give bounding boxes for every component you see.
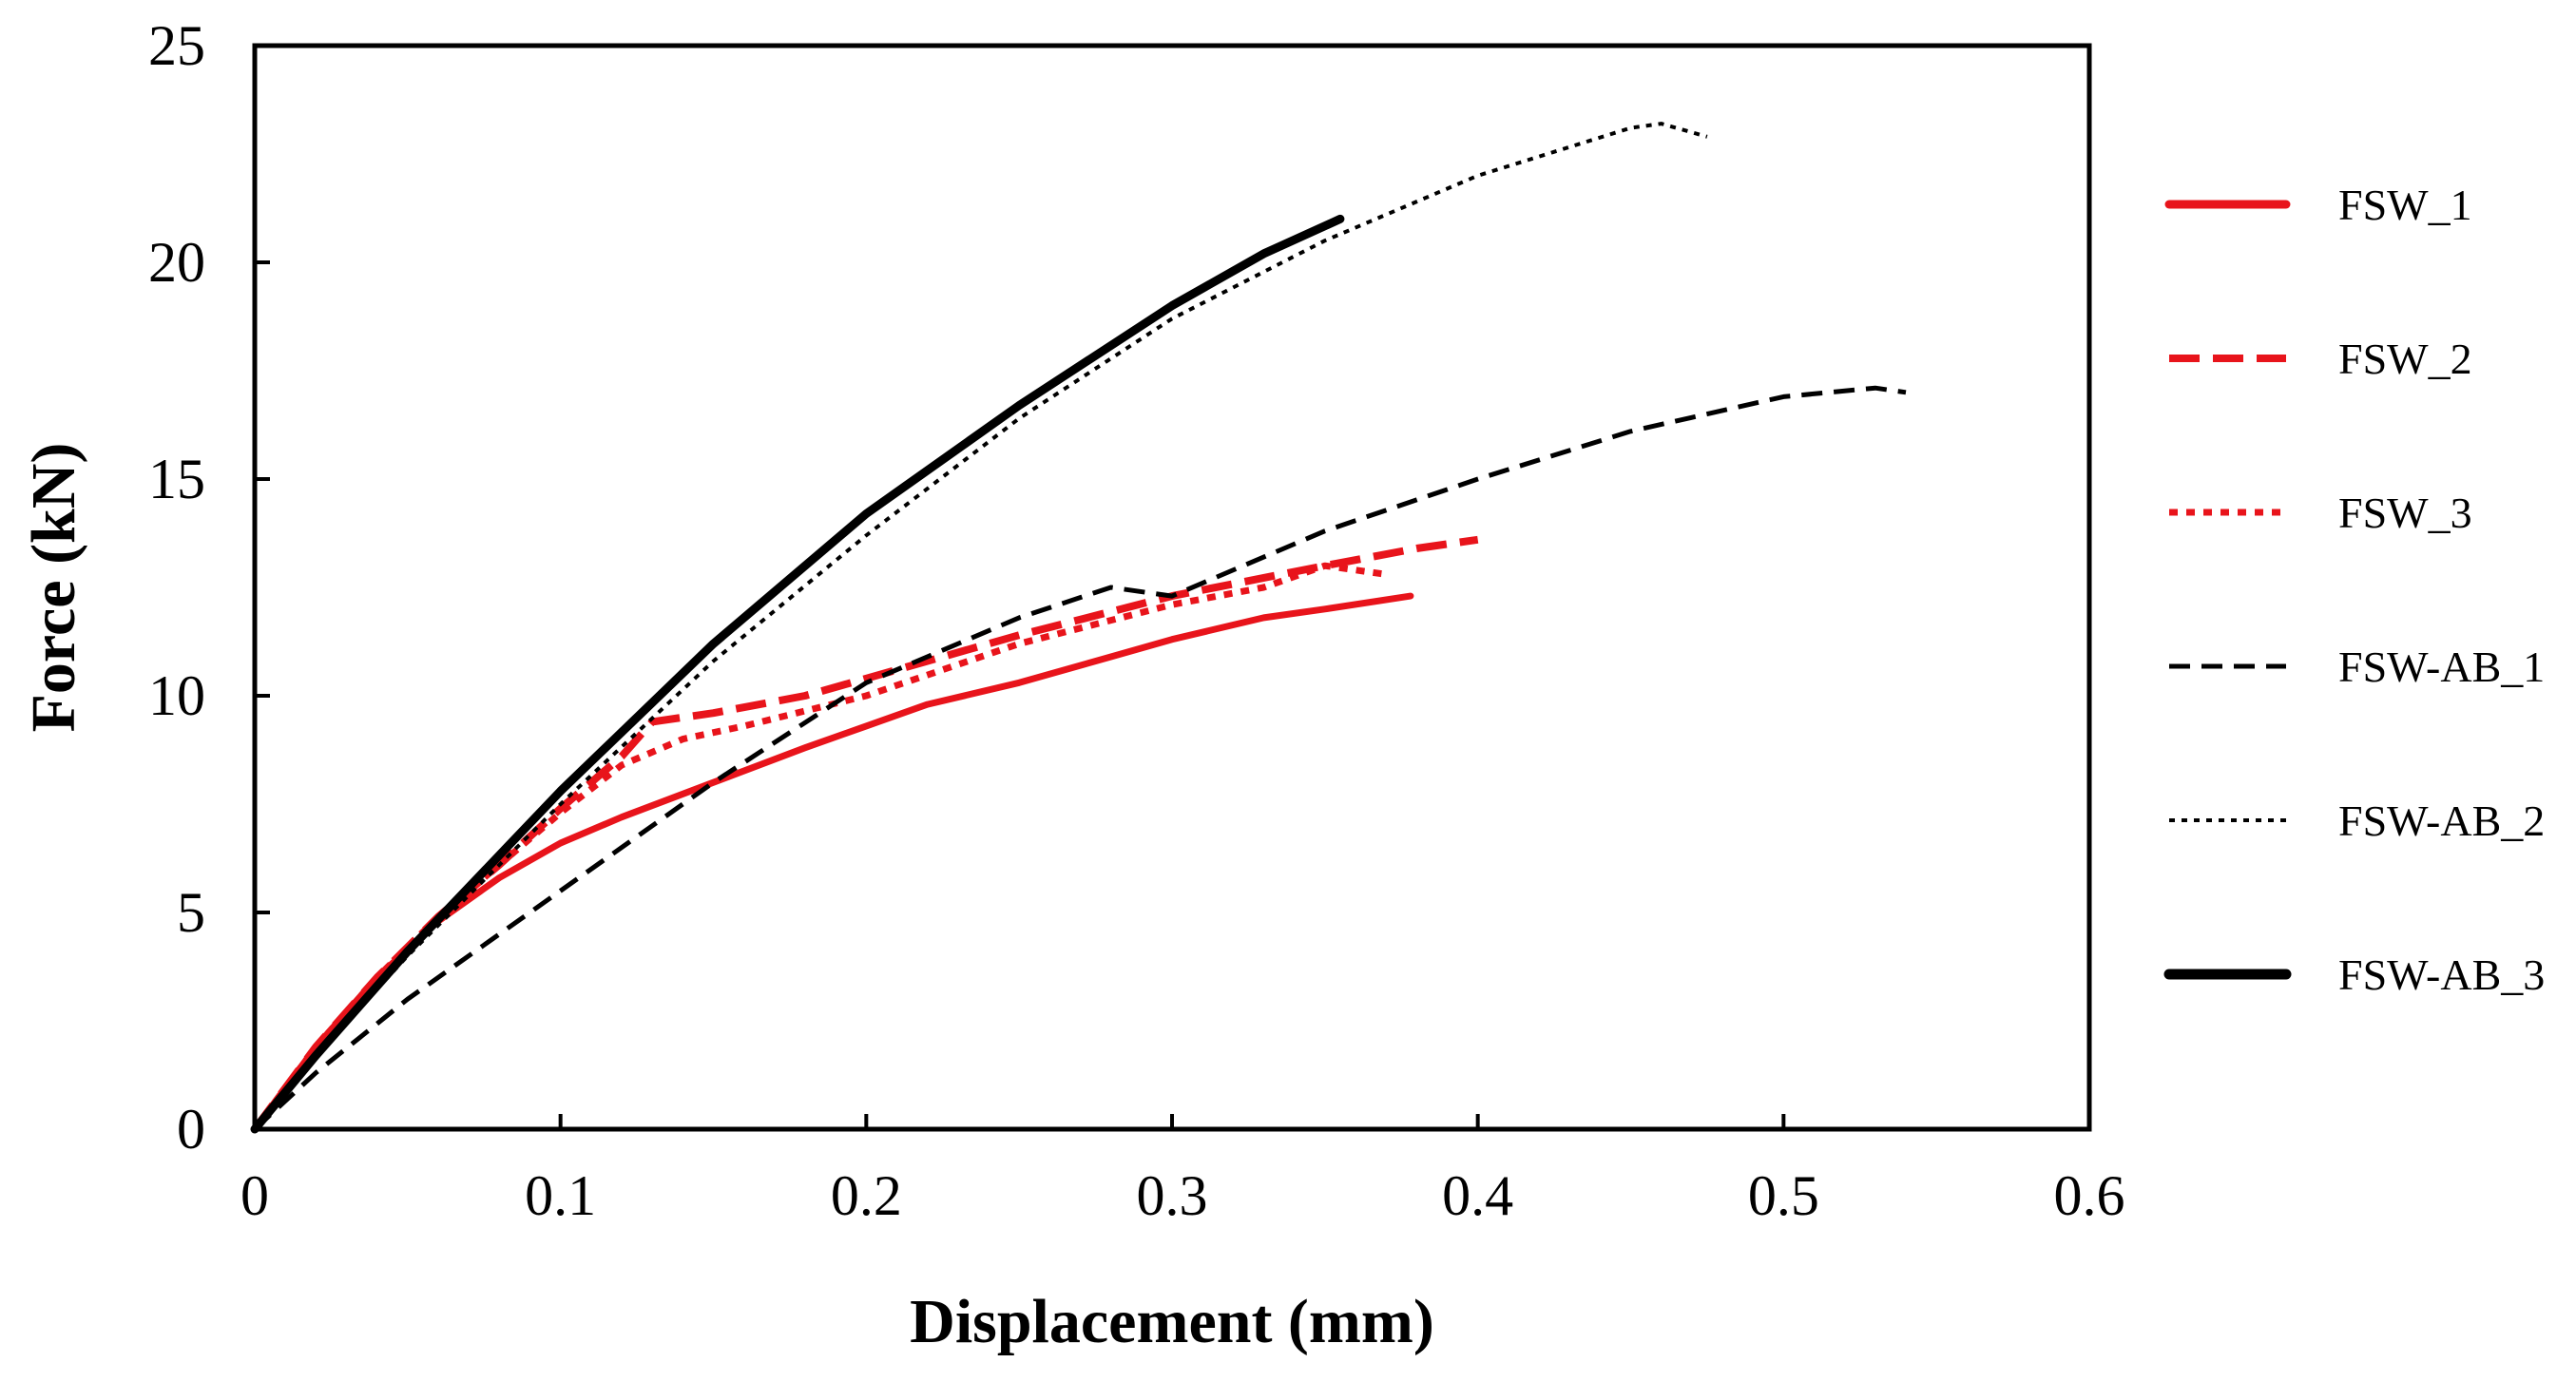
y-axis-title: Force (kN) [19, 443, 88, 733]
series-line-fsw-ab-1 [253, 385, 1907, 1131]
series-line-fsw-ab-3 [250, 214, 1345, 1134]
legend-label: FSW-AB_3 [2338, 950, 2545, 999]
legend-label: FSW-AB_2 [2338, 797, 2545, 845]
x-axis-title: Displacement (mm) [910, 1287, 1434, 1356]
legend-label: FSW_3 [2338, 489, 2472, 537]
legend-label: FSW-AB_1 [2338, 643, 2545, 691]
legend-label: FSW_2 [2338, 335, 2472, 383]
tick-layer: 0 0.1 0.2 0.3 0.4 0.5 0.6 0 5 10 15 20 25 [148, 14, 2125, 1227]
y-tick-label: 10 [148, 664, 205, 727]
series-layer [250, 122, 1907, 1134]
legend: FSW_1 FSW_2 FSW_3 FSW-AB_1 FSW-AB_2 FSW-AB_3 [2163, 181, 2545, 999]
x-tick-label: 0.1 [525, 1164, 596, 1227]
x-tick-label: 0.3 [1137, 1164, 1208, 1227]
x-tick-label: 0.6 [2054, 1164, 2125, 1227]
x-tick-label: 0.5 [1748, 1164, 1819, 1227]
x-tick-label: 0 [240, 1164, 269, 1227]
y-tick-label: 20 [148, 231, 205, 294]
x-tick-label: 0.2 [831, 1164, 902, 1227]
legend-label: FSW_1 [2338, 181, 2472, 229]
y-tick-label: 25 [148, 14, 205, 77]
y-tick-label: 5 [177, 881, 205, 944]
x-tick-label: 0.4 [1442, 1164, 1513, 1227]
y-tick-label: 15 [148, 448, 205, 510]
y-tick-label: 0 [177, 1098, 205, 1161]
